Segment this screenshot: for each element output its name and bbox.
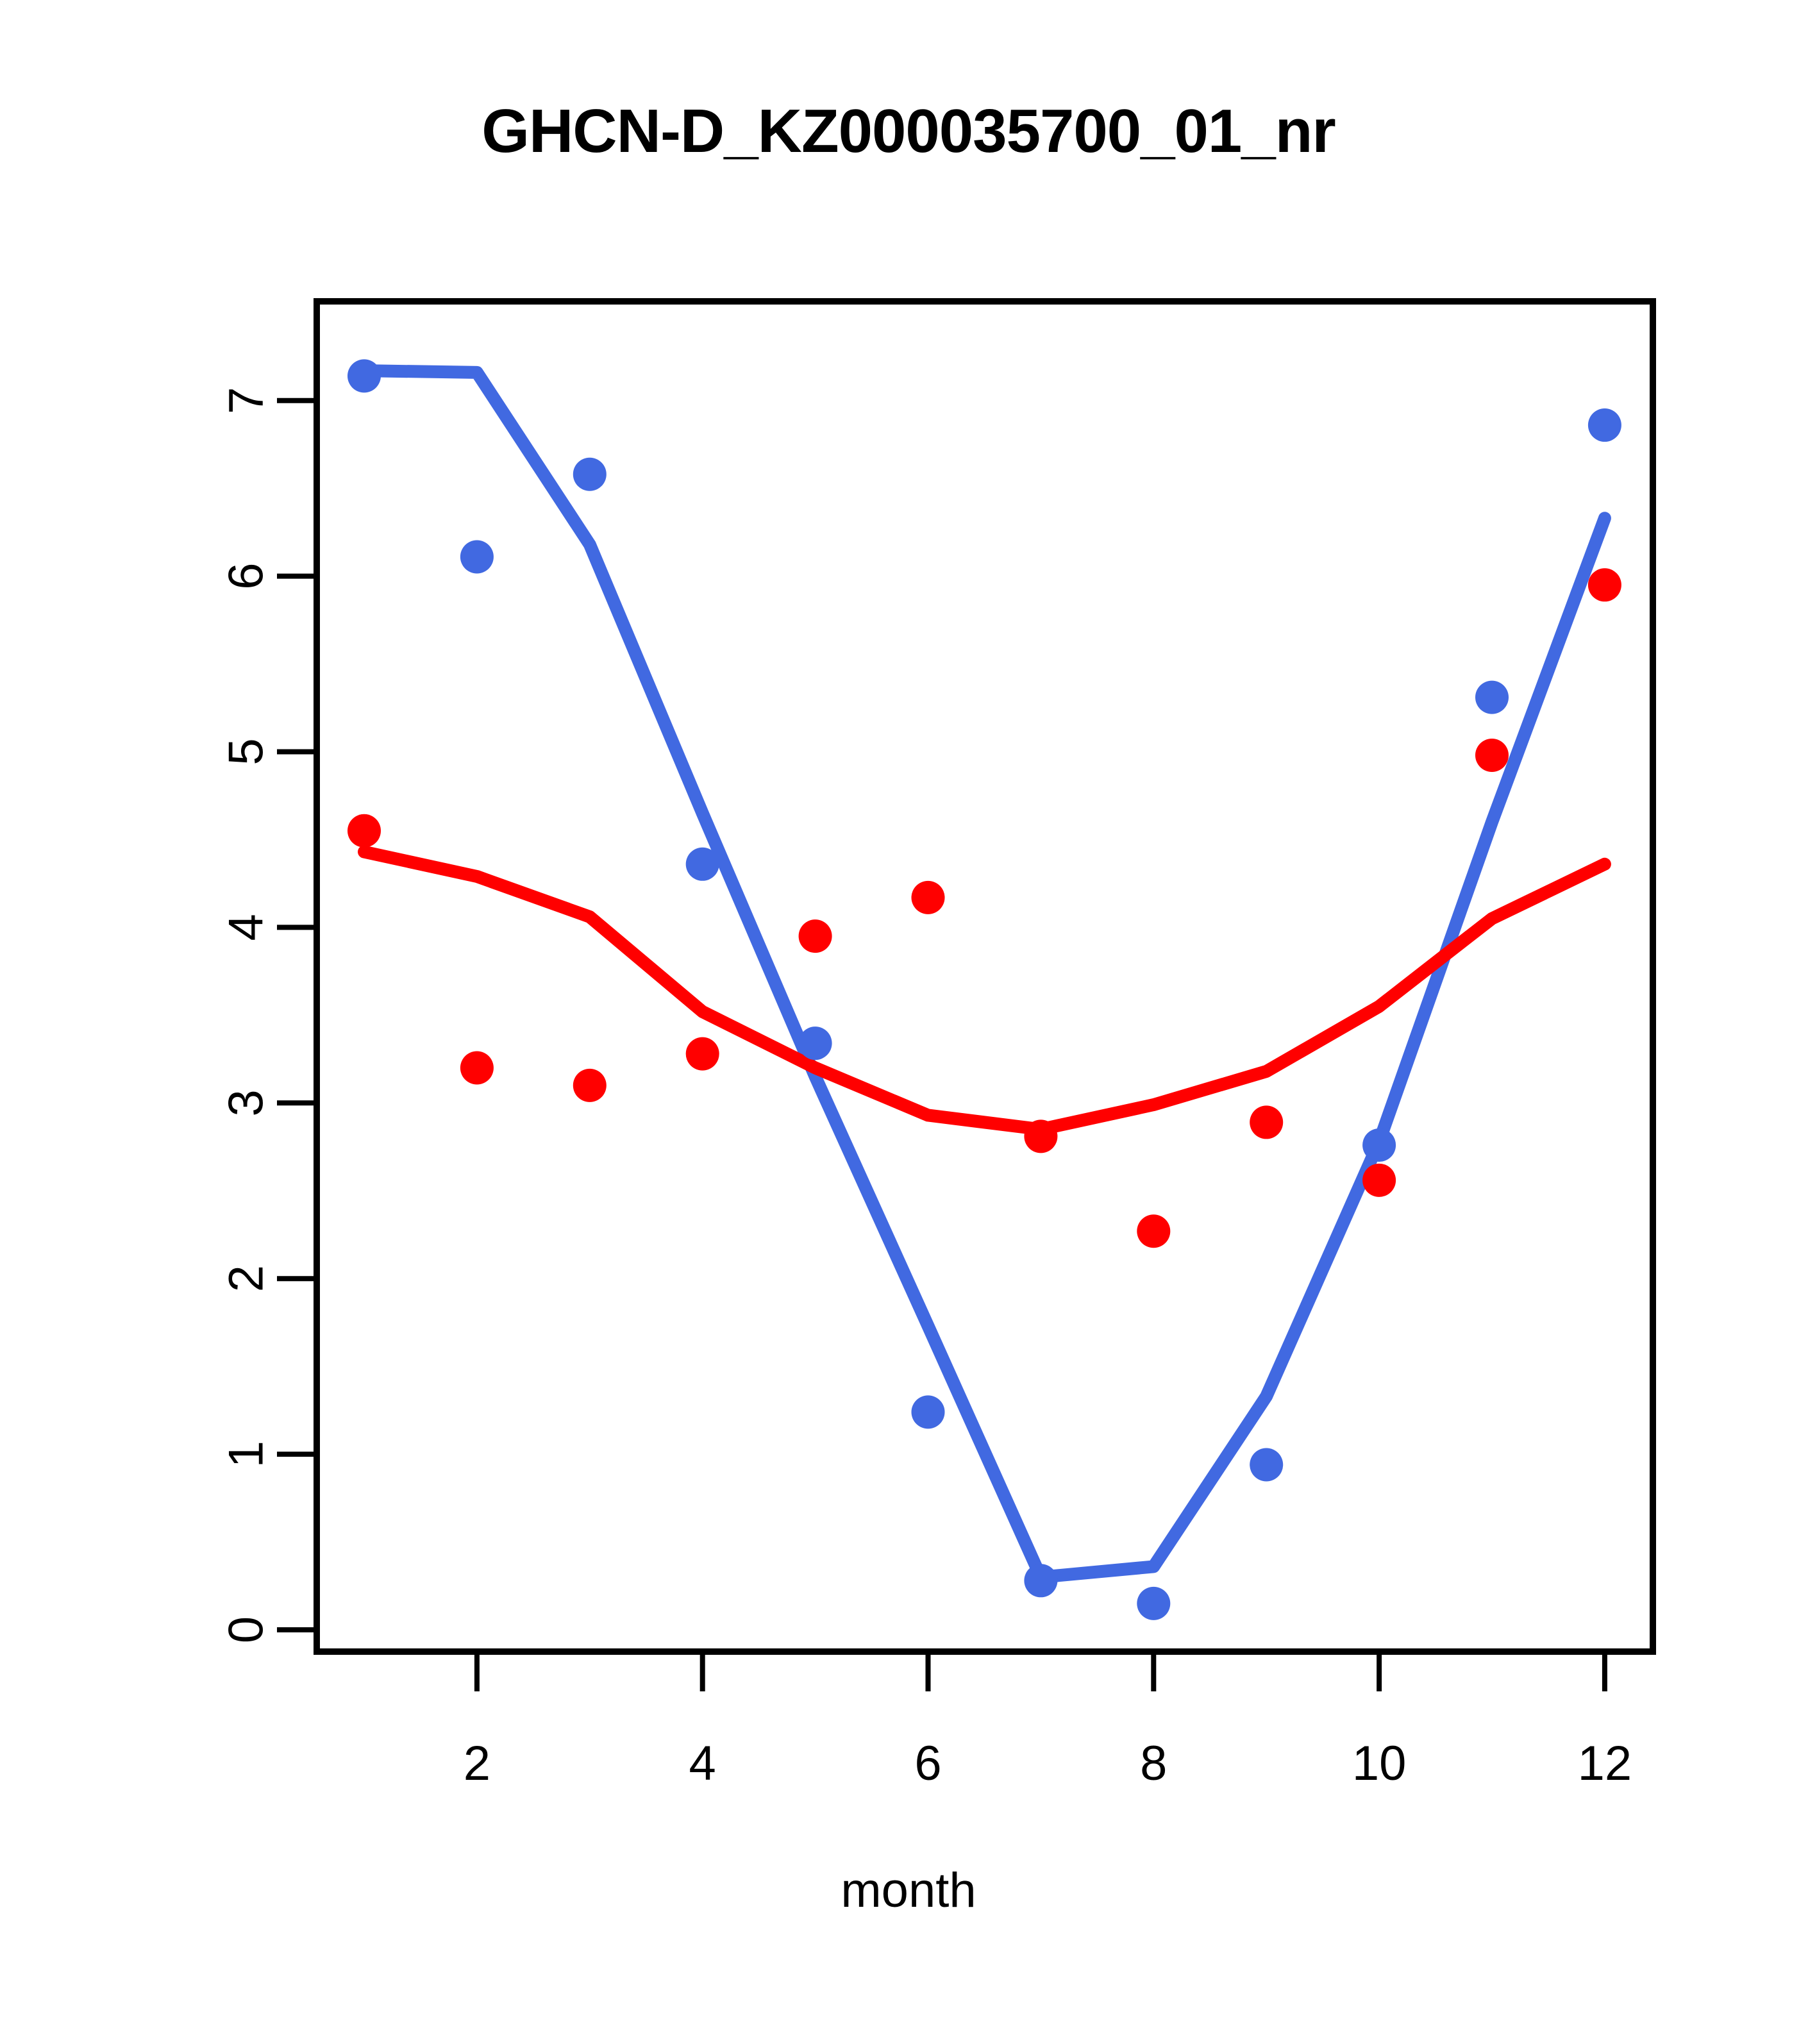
line-red-smooth-line [358, 845, 1611, 1136]
data-point-red-points [911, 880, 945, 914]
data-point-red-points [347, 814, 381, 848]
data-point-red-points [1250, 1105, 1284, 1139]
data-point-red-points [1587, 568, 1621, 602]
x-tick-label: 8 [1140, 1736, 1167, 1791]
y-tick-label: 3 [219, 1089, 274, 1116]
data-point-red-points [1024, 1119, 1058, 1153]
series-lines [358, 364, 1611, 1584]
data-point-red-points [1137, 1214, 1171, 1248]
page-title: GHCN-D_KZ000035700_01_nr [481, 97, 1336, 165]
data-point-red-points [573, 1068, 607, 1102]
data-point-blue-points [1362, 1128, 1396, 1162]
data-point-blue-points [685, 847, 719, 881]
data-point-blue-points [1137, 1586, 1171, 1620]
data-point-red-points [1362, 1163, 1396, 1197]
data-point-blue-points [798, 1026, 832, 1060]
line-blue-smooth-line [358, 364, 1611, 1584]
y-axis-ticks: 0 1 2 3 4 5 6 7 [219, 387, 317, 1643]
data-point-red-points [685, 1037, 719, 1071]
data-point-blue-points [911, 1395, 945, 1429]
series-points [347, 359, 1621, 1620]
data-point-red-points [460, 1051, 494, 1085]
data-point-blue-points [1024, 1564, 1058, 1598]
y-tick-label: 1 [219, 1441, 274, 1468]
x-tick-label: 6 [914, 1736, 941, 1791]
data-point-blue-points [573, 457, 607, 491]
plot-border [314, 298, 1656, 1655]
data-point-blue-points [460, 540, 494, 574]
x-axis-ticks: 2 4 6 8 10 12 [464, 1652, 1632, 1791]
y-tick-label: 0 [219, 1616, 274, 1643]
y-tick-label: 6 [219, 562, 274, 589]
x-axis-label: month [841, 1863, 976, 1918]
y-tick-label: 5 [219, 738, 274, 765]
x-tick-label: 10 [1352, 1736, 1407, 1791]
y-tick-label: 4 [219, 914, 274, 941]
data-point-blue-points [347, 359, 381, 393]
y-tick-label: 7 [219, 387, 274, 414]
data-point-red-points [798, 919, 832, 953]
y-tick-label: 2 [219, 1265, 274, 1292]
plot-frame [314, 298, 1656, 1655]
data-point-red-points [1475, 738, 1509, 772]
data-point-blue-points [1475, 680, 1509, 714]
data-point-blue-points [1250, 1448, 1284, 1482]
x-tick-label: 4 [689, 1736, 716, 1791]
x-tick-label: 12 [1578, 1736, 1632, 1791]
x-tick-label: 2 [464, 1736, 490, 1791]
data-point-blue-points [1587, 408, 1621, 442]
